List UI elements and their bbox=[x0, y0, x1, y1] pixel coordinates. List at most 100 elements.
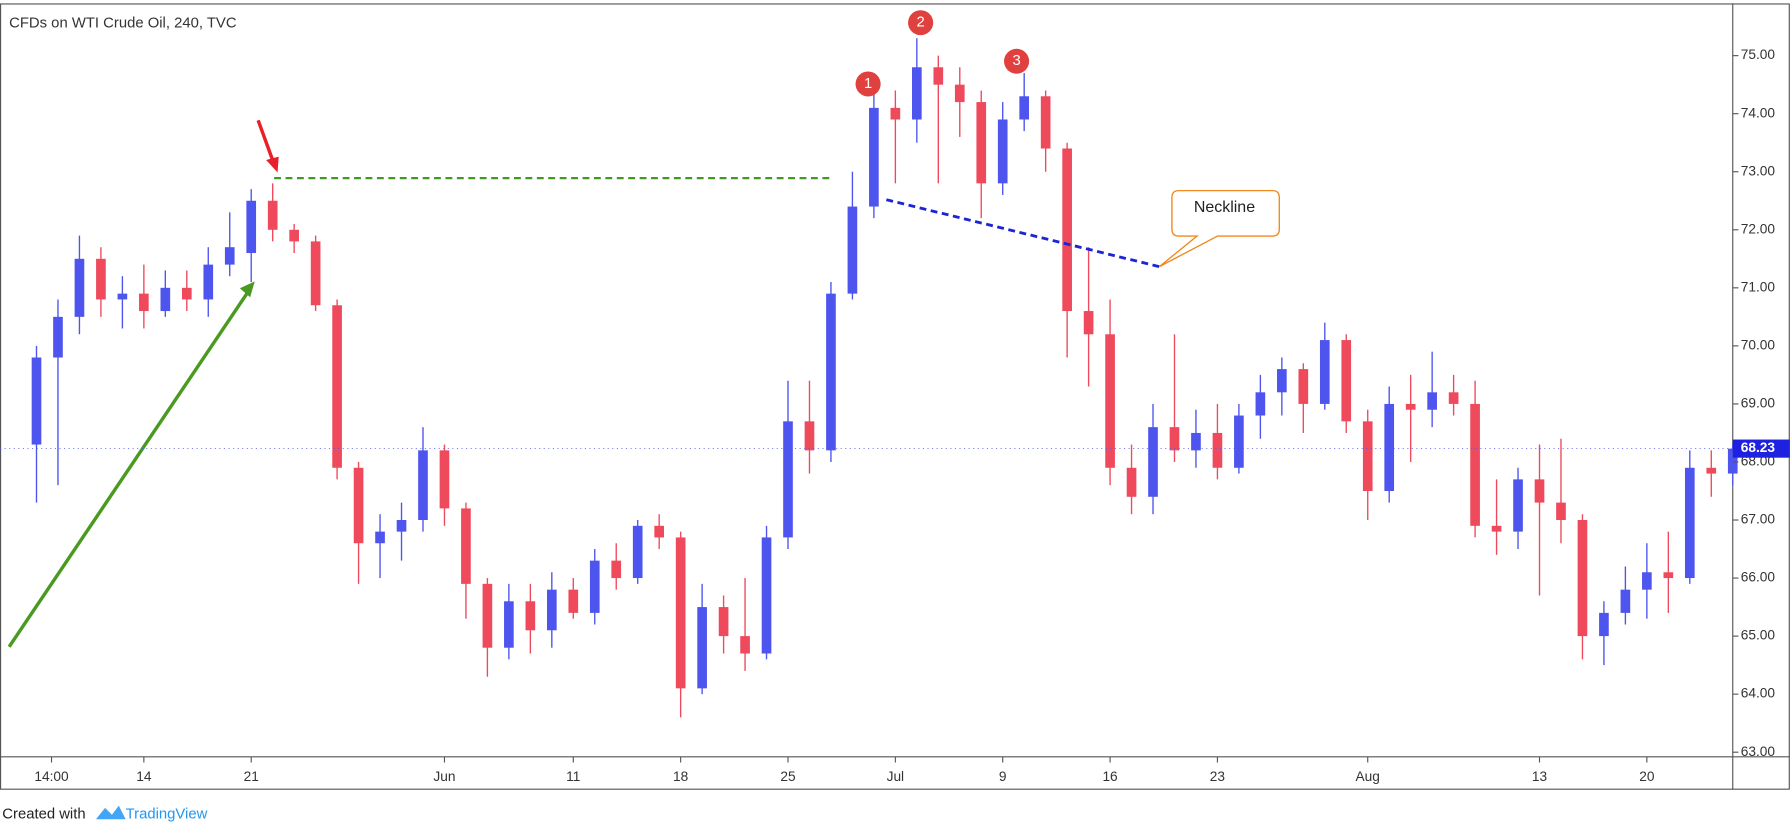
candle-body bbox=[224, 247, 235, 265]
candle-body bbox=[353, 467, 364, 544]
candles bbox=[31, 38, 1738, 718]
candle-body bbox=[1341, 340, 1352, 422]
peak-marker bbox=[1004, 48, 1030, 74]
candle-body bbox=[761, 537, 772, 654]
candle-body bbox=[439, 450, 450, 509]
peak-marker bbox=[855, 71, 881, 97]
footer-brand: TradingView bbox=[126, 807, 208, 823]
footer-prefix: Created with bbox=[2, 807, 85, 823]
y-tick-label: 64.00 bbox=[1741, 686, 1776, 701]
candle-body bbox=[783, 421, 793, 538]
candle-body bbox=[203, 264, 214, 300]
candle-body bbox=[1513, 479, 1523, 532]
candle-body bbox=[160, 287, 171, 312]
candle-body bbox=[1556, 502, 1566, 521]
y-tick-label: 73.00 bbox=[1741, 163, 1776, 178]
candle-body bbox=[267, 200, 278, 230]
candle-body bbox=[1534, 479, 1545, 503]
candle-body bbox=[117, 293, 128, 300]
x-tick-label: 9 bbox=[999, 769, 1007, 784]
candle-body bbox=[976, 102, 987, 184]
last-price-label: 68.23 bbox=[1741, 440, 1776, 455]
candle-body bbox=[912, 67, 922, 120]
candle-body bbox=[1319, 340, 1330, 404]
candle-body bbox=[1663, 572, 1674, 579]
candle-body bbox=[1427, 392, 1437, 410]
candle-body bbox=[740, 636, 750, 654]
candle-body bbox=[181, 287, 192, 300]
candle-body bbox=[1126, 467, 1137, 497]
candle-body bbox=[589, 560, 600, 613]
candle-body bbox=[1277, 369, 1287, 393]
callout-text: Neckline bbox=[1194, 199, 1255, 216]
peak-label: 3 bbox=[1012, 53, 1020, 69]
trend-arrow bbox=[7, 289, 251, 648]
candle-body bbox=[869, 107, 879, 207]
trend-arrow-head bbox=[239, 281, 255, 298]
candle-body bbox=[697, 607, 707, 689]
x-tick-label: 25 bbox=[780, 769, 796, 784]
y-tick-label: 72.00 bbox=[1741, 221, 1776, 236]
x-tick-label: 14:00 bbox=[34, 769, 69, 784]
candle-body bbox=[31, 357, 42, 445]
candle-body bbox=[1191, 432, 1201, 451]
x-tick-label: 13 bbox=[1532, 769, 1547, 784]
candle-body bbox=[96, 258, 106, 300]
candle-body bbox=[1706, 467, 1717, 474]
candle-body bbox=[1040, 96, 1051, 149]
candle-body bbox=[1491, 525, 1502, 532]
last-price-badge bbox=[1732, 439, 1790, 458]
candle-body bbox=[1384, 403, 1395, 491]
candle-body bbox=[1684, 467, 1695, 579]
candle-body bbox=[675, 537, 686, 689]
candle-body bbox=[504, 601, 514, 648]
candle-body bbox=[1148, 427, 1158, 497]
candle-body bbox=[1062, 148, 1072, 312]
x-tick-label: 11 bbox=[566, 769, 580, 784]
x-tick-label: Jul bbox=[887, 769, 905, 784]
y-tick-label: 70.00 bbox=[1741, 338, 1776, 353]
candle-body bbox=[997, 119, 1008, 184]
candle-body bbox=[1234, 415, 1244, 468]
candle-body bbox=[632, 525, 643, 579]
peak-label: 2 bbox=[916, 15, 924, 31]
candle-body bbox=[546, 589, 557, 631]
candle-body bbox=[74, 258, 85, 317]
y-tick-label: 71.00 bbox=[1741, 279, 1776, 294]
x-tick-label: Jun bbox=[433, 769, 455, 784]
candle-body bbox=[1212, 432, 1223, 468]
candle-body bbox=[332, 305, 342, 468]
candle-body bbox=[310, 241, 321, 306]
chart-title: CFDs on WTI Crude Oil, 240, TVC bbox=[9, 16, 237, 32]
candle-body bbox=[1727, 448, 1738, 474]
y-tick-label: 67.00 bbox=[1741, 512, 1776, 527]
candle-body bbox=[482, 583, 493, 648]
x-tick-label: 21 bbox=[244, 769, 259, 784]
x-tick-label: 18 bbox=[673, 769, 688, 784]
candle-body bbox=[396, 520, 407, 532]
candle-body bbox=[1642, 572, 1652, 590]
candle-body bbox=[1577, 520, 1588, 637]
callout-box bbox=[1158, 189, 1280, 268]
candle-body bbox=[461, 508, 471, 584]
peak-arrow-head bbox=[266, 156, 279, 173]
candle-body bbox=[246, 200, 257, 254]
candle-body bbox=[1255, 392, 1266, 416]
candle-body bbox=[418, 450, 428, 521]
peak-label: 1 bbox=[864, 76, 872, 92]
candle-body bbox=[1083, 311, 1094, 335]
x-tick-label: 20 bbox=[1639, 769, 1655, 784]
candle-body bbox=[654, 525, 665, 538]
neckline bbox=[886, 198, 1160, 269]
candle-body bbox=[525, 601, 536, 631]
peak-marker bbox=[908, 10, 934, 36]
brand-logo bbox=[95, 805, 126, 820]
candle-body bbox=[139, 293, 149, 312]
candle-body bbox=[1019, 96, 1030, 120]
candle-body bbox=[1105, 334, 1115, 468]
candle-body bbox=[718, 607, 729, 637]
y-tick-label: 69.00 bbox=[1741, 396, 1776, 411]
candle-body bbox=[1362, 421, 1373, 491]
